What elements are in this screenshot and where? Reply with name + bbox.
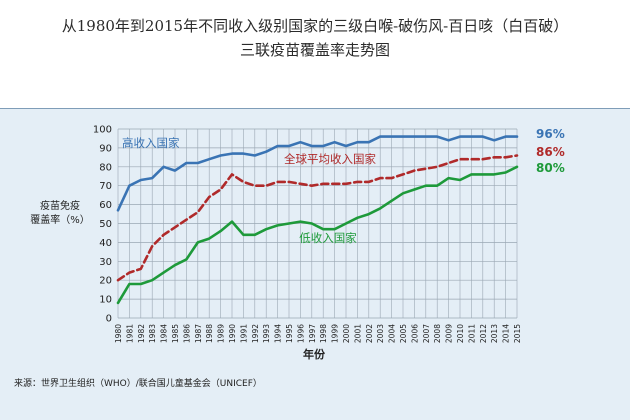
x-tick-2007: 2007 <box>422 324 431 343</box>
y-axis-label: 疫苗免疫 覆盖率（%） <box>24 200 96 228</box>
x-tick-2010: 2010 <box>456 324 465 343</box>
x-tick-1996: 1996 <box>296 324 305 343</box>
series-end-label-0: 96% <box>536 127 565 141</box>
chart-panel <box>0 109 630 420</box>
x-axis-label: 年份 <box>303 347 326 361</box>
x-tick-2009: 2009 <box>445 324 454 343</box>
y-tick-100: 100 <box>93 125 112 136</box>
x-tick-1984: 1984 <box>160 324 169 343</box>
x-tick-2011: 2011 <box>467 324 476 343</box>
x-tick-2012: 2012 <box>479 324 488 343</box>
series-lines <box>116 135 519 305</box>
y-tick-labels: 0 10 20 30 40 50 60 70 80 90 100 <box>93 125 112 325</box>
y-tick-20: 20 <box>99 276 112 287</box>
y-tick-60: 60 <box>99 200 112 211</box>
x-tick-1994: 1994 <box>274 324 283 343</box>
series-end-label-1: 86% <box>536 145 565 159</box>
x-tick-1988: 1988 <box>205 324 214 343</box>
x-tick-1980: 1980 <box>114 324 123 343</box>
x-tick-1990: 1990 <box>228 324 237 343</box>
source-note: 来源：世界卫生组织（WHO）/联合国儿童基金会（UNICEF） <box>14 379 262 389</box>
x-tick-2005: 2005 <box>399 324 408 343</box>
x-tick-1987: 1987 <box>194 324 203 343</box>
y-tick-50: 50 <box>99 219 112 230</box>
x-tick-1998: 1998 <box>319 324 328 343</box>
x-tick-1985: 1985 <box>171 324 180 343</box>
y-tick-30: 30 <box>99 257 112 268</box>
x-tick-1997: 1997 <box>308 324 317 343</box>
x-tick-1986: 1986 <box>182 324 191 343</box>
x-tick-2008: 2008 <box>433 324 442 343</box>
x-tick-1991: 1991 <box>239 324 248 343</box>
x-tick-2015: 2015 <box>513 324 522 343</box>
y-tick-10: 10 <box>99 295 112 306</box>
series-line-1 <box>116 154 519 282</box>
y-tick-0: 0 <box>106 314 112 325</box>
x-tick-2004: 2004 <box>388 324 397 343</box>
x-tick-1989: 1989 <box>217 324 226 343</box>
x-tick-2014: 2014 <box>502 324 511 343</box>
y-tick-90: 90 <box>99 143 112 154</box>
x-tick-1993: 1993 <box>262 324 271 343</box>
x-tick-1983: 1983 <box>148 324 157 343</box>
x-tick-2002: 2002 <box>365 324 374 343</box>
series-line-2 <box>116 165 519 305</box>
x-tick-2013: 2013 <box>490 324 499 343</box>
y-tick-80: 80 <box>99 162 112 173</box>
x-tick-2000: 2000 <box>342 324 351 343</box>
y-tick-40: 40 <box>99 238 112 249</box>
x-tick-labels: 1980 1981 1982 1983 1984 1985 1986 1987 1988 1989… <box>114 324 522 343</box>
x-tick-1992: 1992 <box>251 324 260 343</box>
x-tick-1995: 1995 <box>285 324 294 343</box>
series-name-1: 全球平均收入国家 <box>284 152 376 166</box>
page-title: 从1980年到2015年不同收入级别国家的三级白喉-破伤风-百日咳（白百破） 三… <box>0 14 630 62</box>
x-tick-2003: 2003 <box>376 324 385 343</box>
x-tick-2006: 2006 <box>410 324 419 343</box>
series-name-0: 高收入国家 <box>122 136 180 150</box>
title-line-2: 三联疫苗覆盖率走势图 <box>239 41 390 59</box>
title-line-1: 从1980年到2015年不同收入级别国家的三级白喉-破伤风-百日咳（白百破） <box>61 17 569 35</box>
y-tick-70: 70 <box>99 181 112 192</box>
series-end-label-2: 80% <box>536 161 565 175</box>
x-tick-1981: 1981 <box>125 324 134 343</box>
y-axis-label-line-1: 疫苗免疫 <box>40 201 80 212</box>
title-divider <box>0 108 630 109</box>
x-tick-2001: 2001 <box>353 324 362 343</box>
y-axis-label-line-2: 覆盖率（%） <box>30 215 90 226</box>
x-tick-1982: 1982 <box>137 324 146 343</box>
x-tick-1999: 1999 <box>331 324 340 343</box>
series-name-2: 低收入国家 <box>299 231 357 245</box>
series-line-0 <box>116 135 519 212</box>
